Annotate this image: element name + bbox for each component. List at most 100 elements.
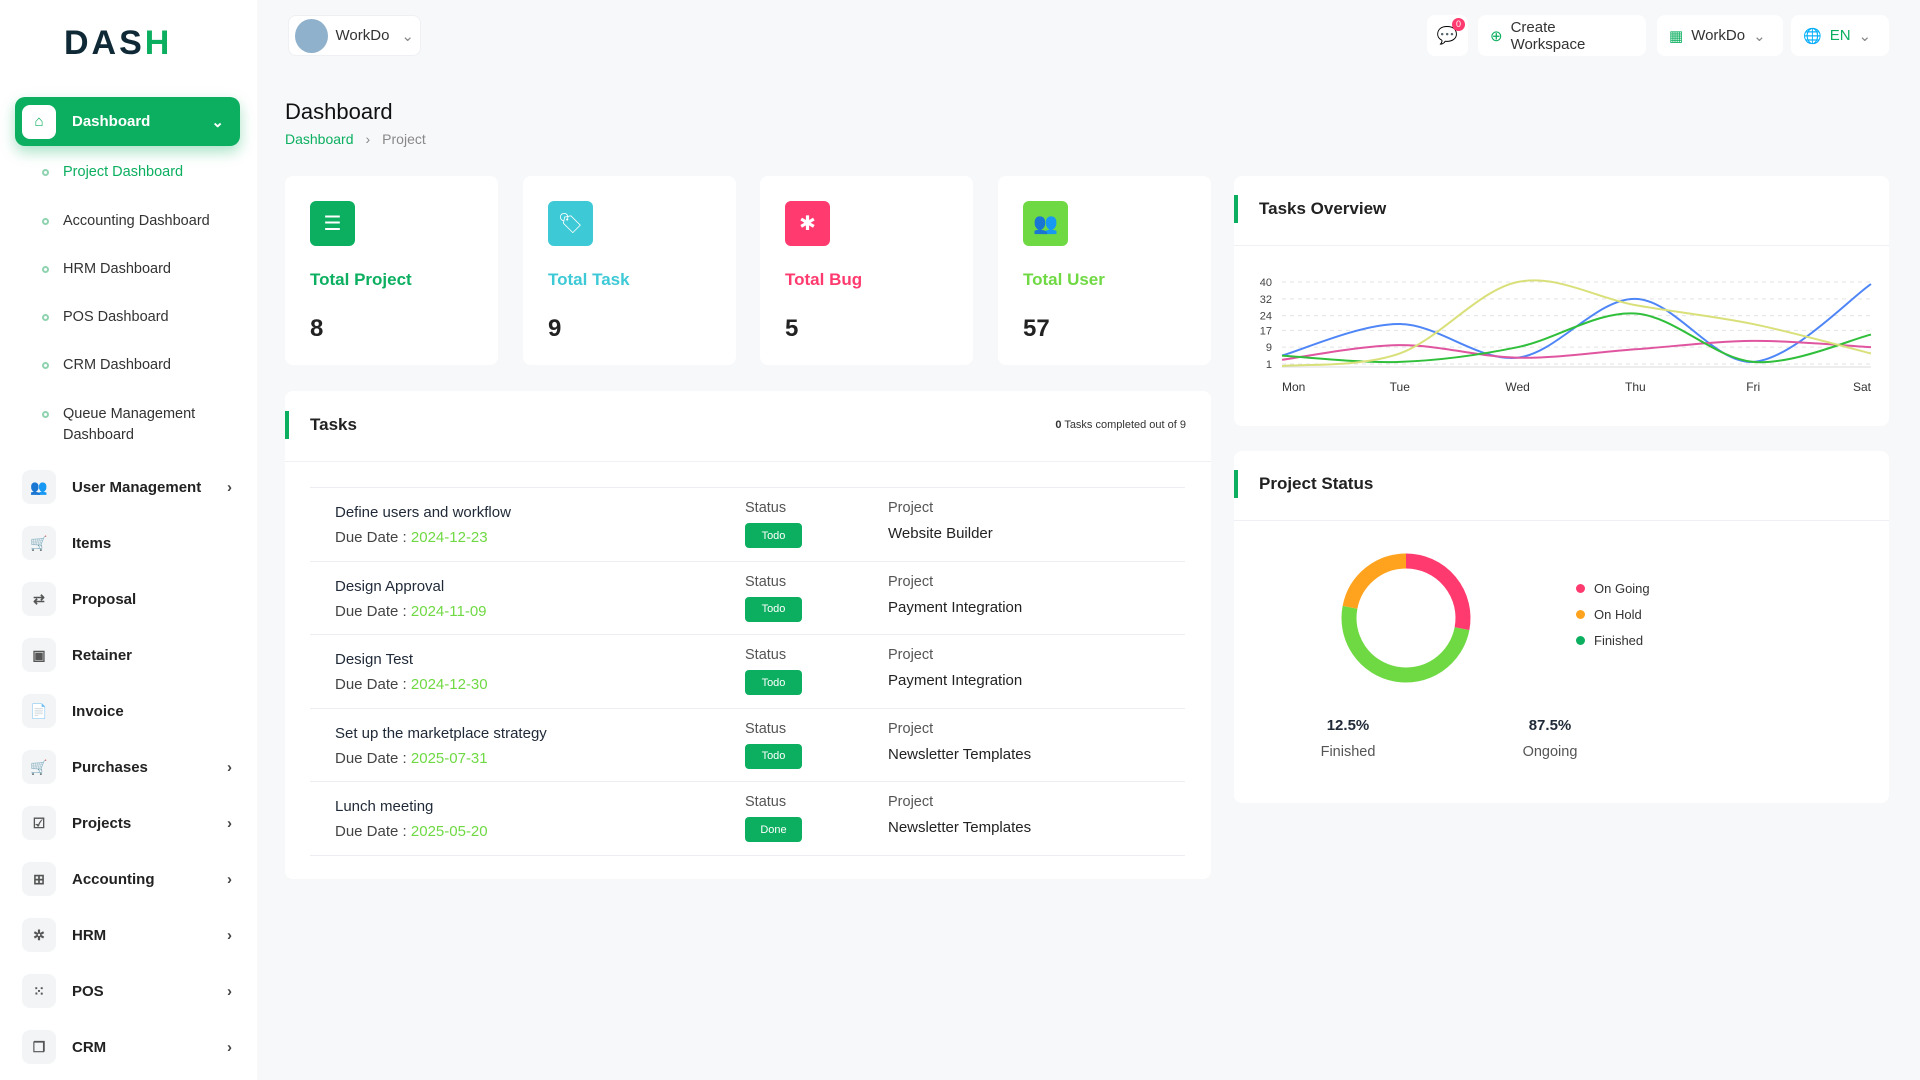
project-status-title: Project Status	[1234, 470, 1373, 498]
project-label: Project	[888, 794, 934, 810]
breadcrumb-dashboard[interactable]: Dashboard	[285, 131, 354, 147]
sidebar-item-user-management[interactable]: 👥 User Management ›	[22, 469, 232, 505]
table-row[interactable]: Lunch meeting Due Date : 2025-05-20 Status…	[310, 781, 1185, 854]
task-due: Due Date : 2024-12-30	[335, 676, 488, 693]
stat-card[interactable]: 🏷 Total Task 9	[523, 176, 736, 365]
sidebar-item-accounting[interactable]: ⊞ Accounting ›	[22, 861, 232, 897]
bullet-icon	[42, 218, 49, 225]
tasks-overview-title: Tasks Overview	[1234, 195, 1386, 223]
users-icon: 👥	[22, 470, 56, 504]
sidebar-subitem[interactable]: CRM Dashboard	[42, 355, 242, 376]
sidebar-item-items[interactable]: 🛒 Items	[22, 525, 232, 561]
sidebar-subitem[interactable]: Project Dashboard	[42, 162, 242, 183]
sidebar-item-hrm[interactable]: ✲ HRM ›	[22, 917, 232, 953]
sidebar-item-label: Proposal	[72, 590, 137, 608]
bullet-icon	[42, 411, 49, 418]
create-workspace-button[interactable]: ⊕ Create Workspace	[1478, 15, 1646, 56]
task-name: Set up the marketplace strategy	[335, 724, 547, 742]
sidebar-subitem[interactable]: Accounting Dashboard	[42, 211, 242, 232]
subitem-label: Accounting Dashboard	[63, 213, 210, 229]
legend-dot-icon	[1576, 610, 1585, 619]
proposal-icon: ⇄	[22, 582, 56, 616]
crm-icon: ❐	[22, 1030, 56, 1064]
sidebar-subitem[interactable]: POS Dashboard	[42, 307, 242, 328]
finished-label: Finished	[1320, 744, 1376, 760]
donut-slice	[1405, 553, 1471, 631]
donut-slice	[1342, 553, 1407, 610]
sidebar-subitem[interactable]: HRM Dashboard	[42, 259, 242, 280]
legend-item[interactable]: On Hold	[1576, 607, 1642, 622]
bullet-icon	[42, 314, 49, 321]
page-title: Dashboard	[285, 99, 393, 124]
home-icon: ⌂	[22, 104, 56, 139]
plus-circle-icon: ⊕	[1490, 27, 1503, 45]
language-label: EN	[1829, 27, 1851, 44]
status-label: Status	[745, 794, 787, 810]
table-row[interactable]: Define users and workflow Due Date : 2024…	[310, 487, 1185, 560]
sidebar-item-label: CRM	[72, 1038, 107, 1056]
stat-card[interactable]: 👥 Total User 57	[998, 176, 1211, 365]
project-name: Payment Integration	[888, 598, 1023, 616]
project-label: Project	[888, 500, 934, 516]
sidebar-item-invoice[interactable]: 📄 Invoice	[22, 693, 232, 729]
chevron-right-icon: ›	[227, 926, 232, 944]
table-row[interactable]: Design Test Due Date : 2024-12-30 Status To…	[310, 634, 1185, 707]
sidebar-item-pos[interactable]: ⁙ POS ›	[22, 973, 232, 1009]
stat-value: 9	[548, 315, 562, 342]
invoice-icon: 📄	[22, 694, 56, 728]
tasks-overview-card: Tasks Overview	[1234, 176, 1889, 426]
project-name: Payment Integration	[888, 672, 1023, 689]
messages-button[interactable]: 💬 0	[1427, 15, 1468, 56]
tag-icon: 🏷	[548, 201, 593, 246]
stat-card[interactable]: ☰ Total Project 8	[285, 176, 498, 365]
chevron-right-icon: ›	[227, 758, 232, 776]
subitem-label: Project Dashboard	[63, 164, 184, 180]
sidebar-item-retainer[interactable]: ▣ Retainer	[22, 637, 232, 673]
task-name: Design Test	[335, 651, 414, 668]
status-label: Status	[745, 647, 787, 663]
sidebar-subitem[interactable]: Queue Management Dashboard	[42, 404, 242, 446]
list-check-icon: ☰	[310, 201, 355, 246]
task-name: Design Approval	[335, 577, 445, 595]
project-label: Project	[888, 647, 934, 663]
bullet-icon	[42, 169, 49, 176]
create-workspace-label: Create Workspace	[1510, 18, 1586, 53]
subitem-label: HRM Dashboard	[63, 261, 171, 277]
breadcrumb-project: Project	[382, 131, 426, 147]
sidebar-item-label: HRM	[72, 926, 107, 944]
dots-grid-icon: ⁙	[22, 974, 56, 1008]
sidebar-item-purchases[interactable]: 🛒 Purchases ›	[22, 749, 232, 785]
sidebar-item-crm[interactable]: ❐ CRM ›	[22, 1029, 232, 1065]
stat-label: Total Task	[548, 270, 630, 289]
chevron-right-icon: ›	[227, 814, 232, 832]
bullet-icon	[42, 362, 49, 369]
sidebar-item-proposal[interactable]: ⇄ Proposal	[22, 581, 232, 617]
logo[interactable]: DASH	[64, 24, 173, 62]
workspace-name: WorkDo	[335, 27, 390, 44]
stat-value: 8	[310, 315, 324, 342]
divider	[310, 854, 1185, 856]
task-due: Due Date : 2024-12-23	[335, 529, 488, 546]
table-row[interactable]: Design Approval Due Date : 2024-11-09 Stat…	[310, 560, 1185, 634]
sidebar-item-projects[interactable]: ☑ Projects ›	[22, 805, 232, 841]
legend-item[interactable]: On Going	[1576, 581, 1650, 596]
ongoing-label: Ongoing	[1522, 744, 1578, 760]
subitem-label: Queue Management Dashboard	[63, 406, 196, 443]
legend-item[interactable]: Finished	[1576, 633, 1643, 648]
breadcrumb: Dashboard › Project	[285, 131, 426, 147]
workspace-selector[interactable]: WorkDo ⌄	[288, 15, 421, 56]
chevron-down-icon: ⌄	[401, 27, 414, 45]
workspace-menu[interactable]: ▦ WorkDo ⌄	[1657, 15, 1783, 56]
retainer-icon: ▣	[22, 638, 56, 672]
grid-icon: ⊞	[22, 862, 56, 896]
table-row[interactable]: Set up the marketplace strategy Due Date …	[310, 707, 1185, 781]
stat-label: Total User	[1023, 270, 1105, 289]
sidebar-item-label: Dashboard	[72, 113, 151, 130]
donut-slice	[1341, 605, 1470, 683]
stat-card[interactable]: ✱ Total Bug 5	[760, 176, 973, 365]
sidebar-item-label: Items	[72, 534, 112, 552]
sidebar-item-label: Projects	[72, 814, 132, 832]
sidebar-item-dashboard[interactable]: ⌂ Dashboard ⌄	[15, 97, 240, 146]
language-selector[interactable]: 🌐 EN ⌄	[1791, 15, 1889, 56]
project-status-donut	[1341, 553, 1471, 683]
